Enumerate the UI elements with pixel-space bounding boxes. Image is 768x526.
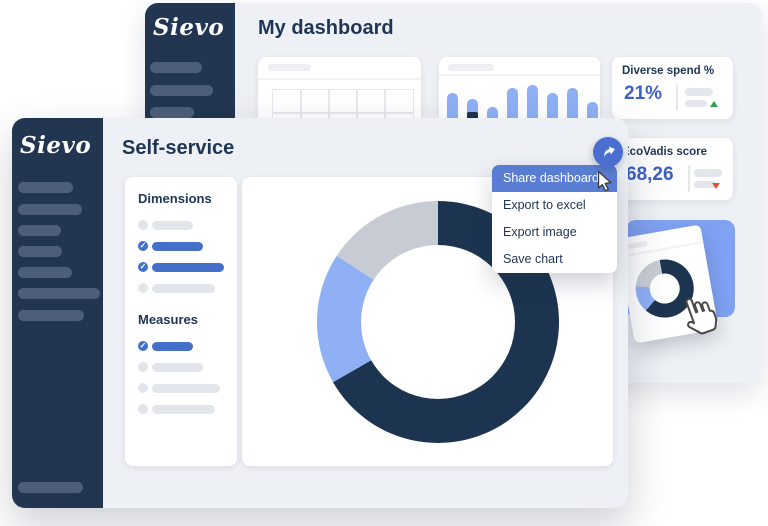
diverse-spend-card: Diverse spend % 21% <box>612 57 733 119</box>
menu-item-export-image[interactable]: Export image <box>503 225 577 239</box>
panel-section-label: Measures <box>138 312 198 327</box>
unchecked-circle-icon[interactable] <box>138 362 148 372</box>
panel-item[interactable]: ✓ <box>138 241 224 251</box>
donut-chart-card <box>242 177 613 466</box>
item-label-placeholder <box>152 262 224 272</box>
panel-item[interactable] <box>138 362 224 372</box>
kpi-title: Diverse spend % <box>622 65 715 77</box>
unchecked-circle-icon[interactable] <box>138 220 148 230</box>
divider <box>688 165 690 192</box>
panel-item[interactable] <box>138 283 224 293</box>
page-title: Self-service <box>122 137 235 159</box>
panel-item[interactable] <box>138 404 224 414</box>
sidebar-nav-item[interactable] <box>18 288 100 299</box>
panel-item[interactable]: ✓ <box>138 341 224 351</box>
sidebar-nav-item[interactable] <box>150 85 213 96</box>
item-label-placeholder <box>152 362 203 372</box>
page-title: My dashboard <box>258 17 394 39</box>
item-label-placeholder <box>152 241 203 251</box>
trend-down-icon <box>712 183 720 189</box>
kpi-value: 68,26 <box>626 164 674 185</box>
item-label-placeholder <box>152 341 193 351</box>
sidebar-nav-item[interactable] <box>18 246 62 257</box>
panel-item[interactable] <box>138 220 224 230</box>
sievo-logo: Sievo <box>153 14 225 41</box>
item-label-placeholder <box>152 404 215 414</box>
kpi-detail-placeholder <box>685 88 713 96</box>
widget-title-placeholder <box>448 64 494 71</box>
item-label-placeholder <box>152 220 193 230</box>
dimensions-measures-panel: Dimensions ✓ ✓ Measures ✓ <box>125 177 237 466</box>
sievo-logo: Sievo <box>20 132 92 159</box>
donut-chart <box>317 201 559 443</box>
menu-item-share-dashboard[interactable]: Share dashboard <box>492 165 617 192</box>
bar <box>527 85 538 149</box>
self-service-sidebar: Sievo <box>12 118 103 508</box>
sidebar-nav-item[interactable] <box>18 482 83 493</box>
trend-up-icon <box>710 101 718 107</box>
sidebar-nav-item[interactable] <box>18 225 61 236</box>
share-dropdown-menu: Share dashboard Export to excel Export ima… <box>492 165 617 273</box>
panel-item[interactable]: ✓ <box>138 262 224 272</box>
sidebar-nav-item[interactable] <box>150 62 202 73</box>
item-label-placeholder <box>152 283 215 293</box>
sidebar-nav-item[interactable] <box>18 182 73 193</box>
menu-item-save-chart[interactable]: Save chart <box>503 252 563 266</box>
sidebar-nav-item[interactable] <box>150 107 194 118</box>
checked-icon[interactable]: ✓ <box>138 341 148 351</box>
divider <box>439 74 600 76</box>
kpi-title: EcoVadis score <box>622 146 708 158</box>
widget-title-placeholder <box>625 240 649 250</box>
pointer-cursor-icon <box>592 169 616 200</box>
kpi-detail-placeholder <box>694 169 722 177</box>
ecovadis-score-card: EcoVadis score 68,26 <box>612 138 733 200</box>
divider <box>258 78 421 80</box>
menu-item-export-to-excel[interactable]: Export to excel <box>503 198 586 212</box>
widget-title-placeholder <box>268 64 311 71</box>
panel-section-label: Dimensions <box>138 191 212 206</box>
kpi-value: 21% <box>624 83 663 104</box>
kpi-detail-placeholder <box>685 100 707 107</box>
sidebar-nav-item[interactable] <box>18 267 72 278</box>
sidebar-nav-item[interactable] <box>18 204 82 215</box>
share-icon <box>598 142 619 163</box>
item-label-placeholder <box>152 383 220 393</box>
hand-cursor-icon <box>673 287 730 349</box>
unchecked-circle-icon[interactable] <box>138 383 148 393</box>
unchecked-circle-icon[interactable] <box>138 404 148 414</box>
share-button[interactable] <box>593 137 623 167</box>
divider <box>676 84 678 111</box>
checked-icon[interactable]: ✓ <box>138 241 148 251</box>
checked-icon[interactable]: ✓ <box>138 262 148 272</box>
kpi-detail-placeholder <box>694 181 716 188</box>
panel-item[interactable] <box>138 383 224 393</box>
sidebar-nav-item[interactable] <box>18 310 84 321</box>
unchecked-circle-icon[interactable] <box>138 283 148 293</box>
